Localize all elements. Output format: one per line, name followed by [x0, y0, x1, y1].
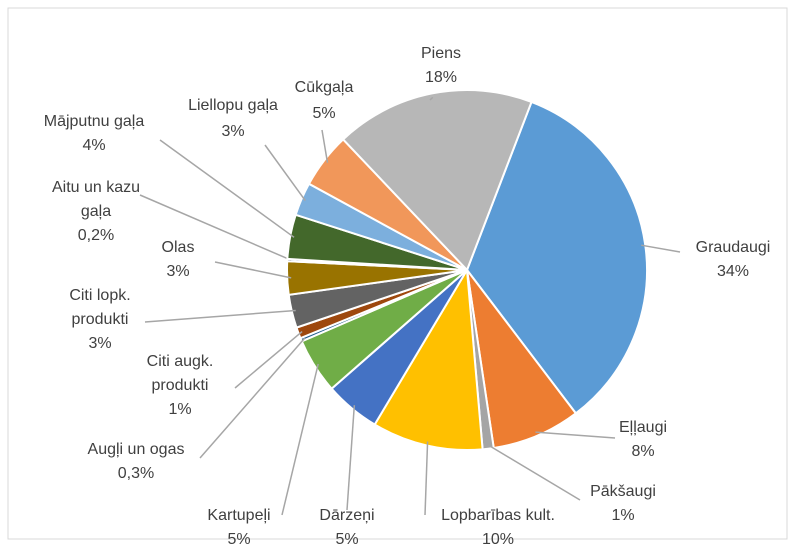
pie-slice — [465, 100, 648, 415]
slice-label: Augļi un ogas — [87, 441, 185, 458]
slice-label: Aitu un kazu gaļa — [51, 179, 141, 220]
slice-label: Citi augk. produkti — [146, 353, 214, 394]
leader-line — [346, 405, 356, 511]
pie-slice — [466, 269, 578, 450]
leader-line — [424, 441, 429, 516]
leader-line — [429, 96, 434, 101]
leader-line — [321, 129, 329, 163]
slice-label: Citi lopk. produkti — [69, 287, 131, 328]
slice-label: Liellopu gaļa — [188, 97, 278, 114]
slice-value-label: 0,2% — [77, 227, 115, 244]
slice-value-label: 10% — [481, 531, 515, 547]
slice-value-label: 0,3% — [117, 465, 155, 482]
slice-label: Pākšaugi — [590, 483, 656, 500]
slice-label: Piens — [420, 45, 462, 62]
pie-slice — [341, 89, 533, 272]
leader-line — [139, 194, 292, 261]
slice-value-label: 1% — [611, 507, 635, 524]
leader-line — [487, 444, 581, 501]
leader-line — [144, 309, 296, 323]
slice-value-label: 34% — [716, 263, 750, 280]
slice-label: Kartupeļi — [207, 507, 271, 524]
slice-value-label: 5% — [227, 531, 251, 547]
slice-label: Graudaugi — [695, 239, 771, 256]
slice-label: Dārzeņi — [319, 507, 375, 524]
chart-frame — [7, 7, 788, 540]
slice-label: Mājputnu gaļa — [43, 113, 145, 130]
slice-value-label: 3% — [166, 263, 190, 280]
leader-line — [281, 363, 319, 516]
leader-line — [159, 139, 295, 238]
slice-value-label: 5% — [335, 531, 359, 547]
slice-label: Olas — [161, 239, 195, 256]
leader-line — [535, 431, 616, 439]
leader-line — [234, 330, 303, 389]
slice-label: Lopbarības kult. — [441, 507, 555, 524]
leader-line — [199, 337, 306, 459]
slice-value-label: 18% — [424, 69, 458, 86]
slice-value-label: 3% — [88, 335, 112, 352]
slice-value-label: 4% — [82, 137, 106, 154]
slice-value-label: 8% — [631, 443, 655, 460]
slice-label: Cūkgaļa — [294, 79, 354, 96]
slice-value-label: 3% — [221, 123, 245, 140]
slice-label: Eļļaugi — [618, 419, 668, 436]
slice-value-label: 1% — [168, 401, 192, 418]
leader-line — [214, 261, 292, 279]
leader-line — [641, 244, 681, 253]
leader-line — [264, 144, 306, 201]
slice-value-label: 5% — [312, 105, 336, 122]
